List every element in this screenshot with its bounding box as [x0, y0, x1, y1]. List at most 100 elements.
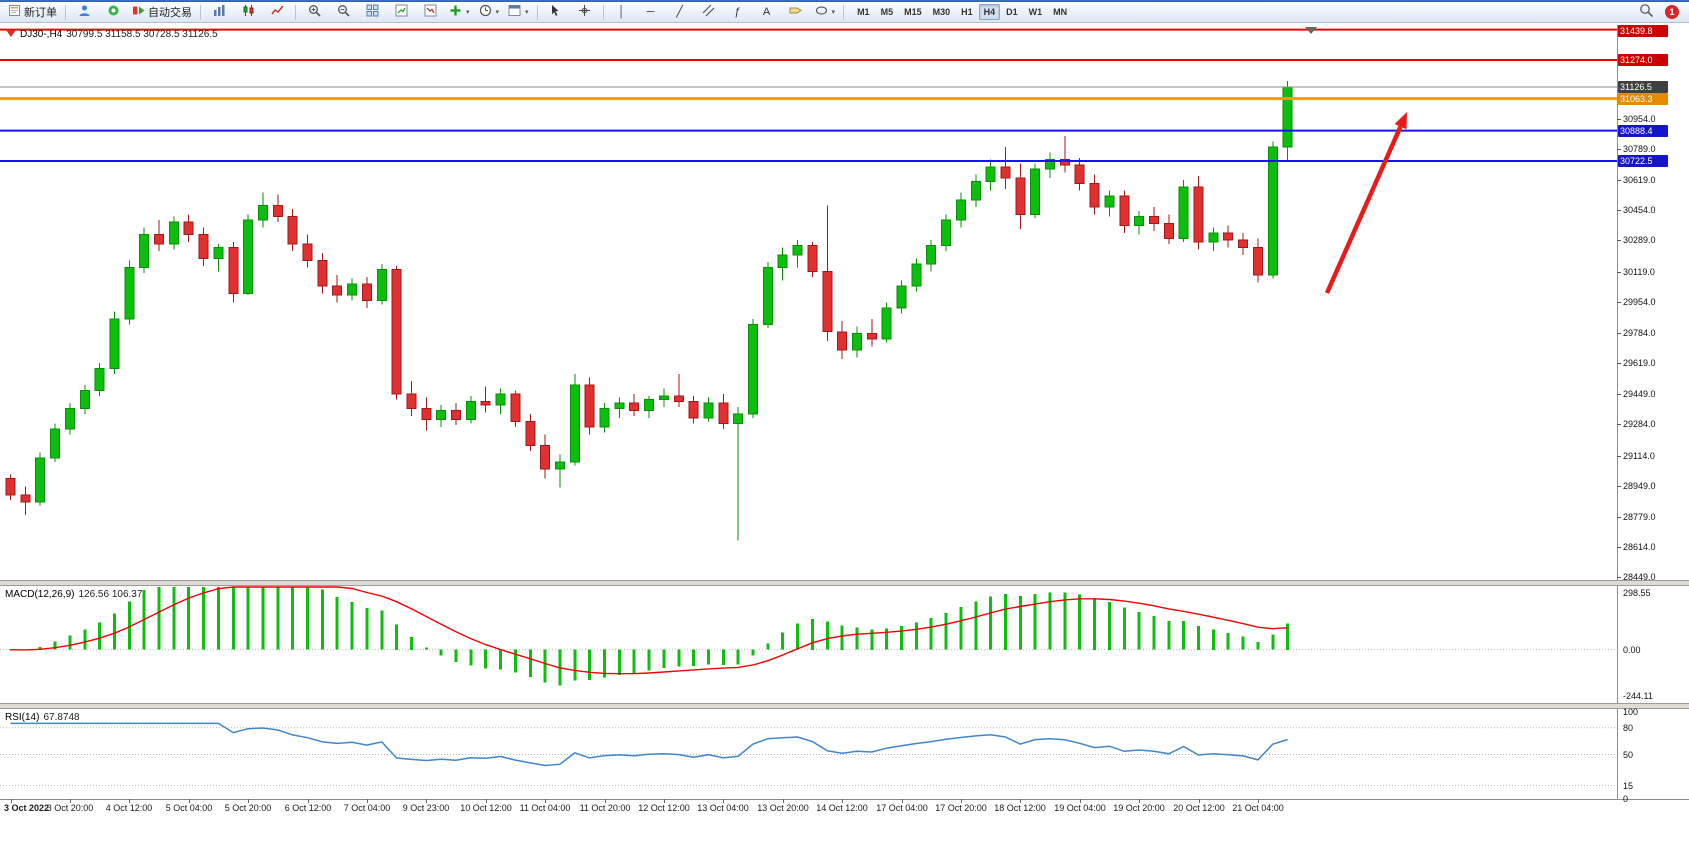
community-icon: [107, 4, 120, 20]
toolbar-separator: [65, 4, 66, 20]
chevron-down-icon: ▾: [495, 9, 500, 16]
timeframe-button-mn[interactable]: MN: [1053, 7, 1068, 17]
price-tick-label: 30454.0: [1623, 205, 1656, 215]
autotrading-button[interactable]: 自动交易: [128, 2, 196, 22]
timeframe-button-m5[interactable]: M5: [880, 7, 894, 17]
price-tick-label: 28614.0: [1623, 542, 1656, 552]
zoom-out-button[interactable]: [329, 2, 357, 22]
macd-signal-line: [10, 586, 1288, 675]
timeframe-button-w1[interactable]: W1: [1028, 7, 1043, 17]
new-order-button[interactable]: 新订单: [4, 2, 61, 22]
vertical-line-button[interactable]: │: [608, 2, 636, 22]
timeframe-button-h1[interactable]: H1: [961, 7, 973, 17]
candlestick-icon: [242, 4, 255, 20]
channel-icon: [702, 4, 715, 20]
price-tick-label: 30289.0: [1623, 235, 1656, 245]
timeframe-button-d1[interactable]: D1: [1006, 7, 1018, 17]
macd-header: MACD(12,26,9) 126.56 106.37: [5, 589, 142, 600]
chart-down-icon: [424, 4, 437, 20]
line-chart-icon: [270, 4, 284, 20]
symbol-logo-icon: [6, 28, 16, 41]
search-icon: [1639, 3, 1654, 21]
time-label: 14 Oct 12:00: [816, 803, 868, 813]
time-label: 19 Oct 04:00: [1054, 803, 1106, 813]
search-button[interactable]: [1632, 2, 1660, 22]
horizontal-line-icon: ─: [646, 6, 655, 18]
chart-up-icon: [395, 4, 408, 20]
tile-windows-button[interactable]: [358, 2, 386, 22]
time-label: 10 Oct 12:00: [460, 803, 512, 813]
templates-button[interactable]: ▾: [504, 2, 533, 22]
price-tick: [1617, 180, 1621, 181]
line-chart-button[interactable]: [263, 2, 291, 22]
price-tick-label: 29784.0: [1623, 328, 1656, 338]
rsi-header: RSI(14) 67.8748: [5, 712, 80, 723]
crosshair-button[interactable]: [571, 2, 599, 22]
time-axis-border: [0, 799, 1689, 800]
label-icon: [789, 4, 802, 20]
timeframe-group: M1 M5 M15 M30 H1 H4 D1 W1 MN: [852, 4, 1072, 20]
navigator-button[interactable]: [416, 2, 444, 22]
time-tick: [70, 799, 71, 803]
chart-shift-marker[interactable]: [1305, 27, 1317, 34]
timeframe-button-h4[interactable]: H4: [978, 4, 1001, 20]
cursor-button[interactable]: [542, 2, 570, 22]
channel-button[interactable]: [695, 2, 723, 22]
community-button[interactable]: [99, 2, 127, 22]
rsi-value: 67.8748: [43, 712, 80, 723]
panel-splitter-rsi[interactable]: [0, 703, 1689, 709]
time-tick: [189, 799, 190, 803]
time-tick: [783, 799, 784, 803]
indicators-window-button[interactable]: [387, 2, 415, 22]
price-tick: [1617, 424, 1621, 425]
time-label: 20 Oct 12:00: [1173, 803, 1225, 813]
horizontal-line-button[interactable]: ─: [637, 2, 665, 22]
add-indicator-button[interactable]: ▾: [445, 2, 474, 22]
current-price-badge: 31126.5: [1618, 81, 1668, 93]
text-button[interactable]: A: [753, 2, 781, 22]
time-tick: [11, 799, 12, 803]
zoom-in-button[interactable]: [300, 2, 328, 22]
price-badge-30888.4: 30888.4: [1618, 125, 1668, 137]
time-label: 7 Oct 04:00: [343, 803, 391, 813]
price-tick: [1617, 272, 1621, 273]
time-label: 17 Oct 04:00: [876, 803, 928, 813]
price-tick-label: 29954.0: [1623, 297, 1656, 307]
bar-chart-icon: [213, 4, 226, 20]
time-label: 3 Oct 2022: [4, 803, 50, 813]
periods-button[interactable]: ▾: [475, 2, 504, 22]
time-tick: [426, 799, 427, 803]
price-tick: [1617, 119, 1621, 120]
panel-splitter-macd[interactable]: [0, 580, 1689, 586]
time-tick: [1080, 799, 1081, 803]
annotation-arrow[interactable]: [1324, 112, 1407, 294]
fibonacci-button[interactable]: ƒ: [724, 2, 752, 22]
price-tick-label: 30789.0: [1623, 144, 1656, 154]
profile-button[interactable]: [70, 2, 98, 22]
price-badge-31274.0: 31274.0: [1618, 54, 1668, 66]
price-badge-31063.3: 31063.3: [1618, 93, 1668, 105]
timeframe-button-m15[interactable]: M15: [904, 7, 922, 17]
shapes-button[interactable]: ▾: [811, 2, 840, 22]
trendline-button[interactable]: ╱: [666, 2, 694, 22]
price-badge-31439.8: 31439.8: [1618, 25, 1668, 37]
chevron-down-icon: ▾: [525, 9, 529, 16]
price-tick-label: 28779.0: [1623, 512, 1656, 522]
shapes-icon: [815, 4, 828, 20]
time-tick: [308, 799, 309, 803]
bar-chart-button[interactable]: [205, 2, 233, 22]
notification-badge[interactable]: 1: [1665, 5, 1679, 19]
time-tick: [367, 799, 368, 803]
label-button[interactable]: [782, 2, 810, 22]
clock-icon: [479, 4, 492, 20]
time-label: 17 Oct 20:00: [935, 803, 987, 813]
time-tick: [1199, 799, 1200, 803]
symbol-timeframe-label: DJ30-,H4: [20, 29, 63, 40]
macd-axis-label: -244.11: [1623, 691, 1653, 701]
timeframe-button-m1[interactable]: M1: [857, 7, 870, 17]
timeframe-button-m30[interactable]: M30: [932, 7, 951, 17]
time-tick: [1258, 799, 1259, 803]
time-label: 12 Oct 12:00: [638, 803, 690, 813]
candlestick-chart-button[interactable]: [234, 2, 262, 22]
